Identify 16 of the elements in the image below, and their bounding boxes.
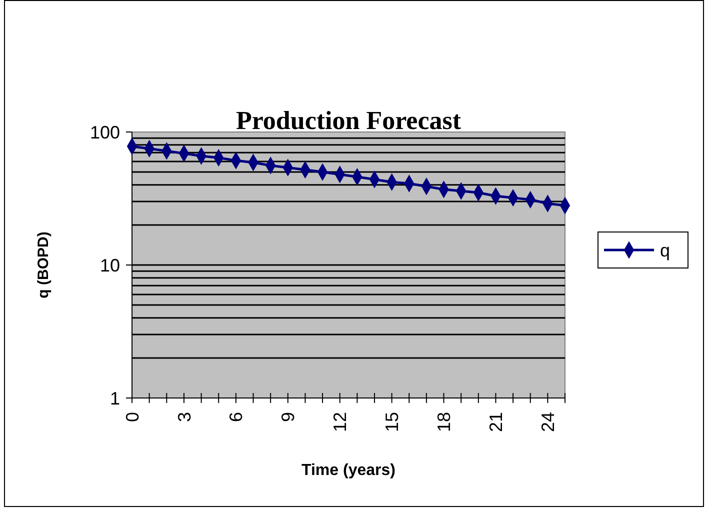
x-tick-label: 6 bbox=[226, 412, 246, 422]
x-tick-label: 18 bbox=[434, 412, 454, 432]
y-tick-label: 10 bbox=[100, 255, 120, 276]
x-tick-label: 21 bbox=[486, 412, 506, 432]
y-tick-label: 100 bbox=[90, 122, 120, 142]
x-tick-label: 9 bbox=[278, 412, 298, 422]
legend-label: q bbox=[660, 240, 670, 260]
x-tick-label: 12 bbox=[330, 412, 350, 432]
x-tick-label: 3 bbox=[174, 412, 194, 422]
y-tick-label: 1 bbox=[110, 388, 120, 408]
y-axis-title: q (BOPD) bbox=[35, 232, 52, 298]
chart-title: Production Forecast bbox=[236, 106, 462, 135]
x-axis-title: Time (years) bbox=[302, 462, 396, 479]
x-tick-label: 0 bbox=[122, 412, 142, 422]
x-tick-label: 15 bbox=[382, 412, 402, 432]
x-tick-label: 24 bbox=[538, 412, 558, 432]
